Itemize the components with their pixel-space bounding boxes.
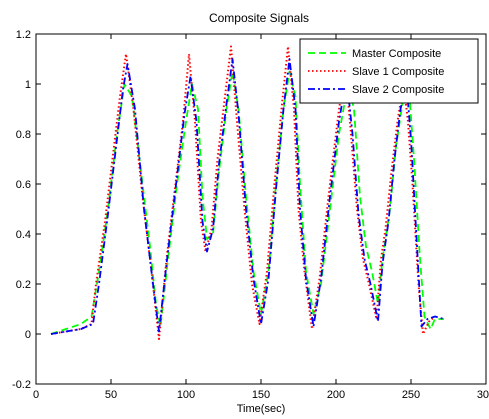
series-line-2 (50, 45, 436, 340)
x-tick-label: 0 (33, 389, 39, 401)
y-tick-label: 1 (25, 79, 31, 91)
y-tick-label: -0.2 (12, 379, 31, 391)
x-tick-label: 150 (252, 389, 270, 401)
y-tick-label: 0.4 (16, 229, 31, 241)
y-axis-ticks: -0.2 0 0.2 0.4 0.6 0.8 1 1.2 (12, 29, 486, 391)
x-tick-label: 50 (105, 389, 117, 401)
legend: Master Composite Slave 1 Composite Slave 2… (299, 38, 479, 104)
legend-label: Slave 1 Composite (352, 66, 444, 78)
y-tick-label: 0.6 (16, 179, 31, 191)
x-axis-ticks: 0 50 100 150 200 250 300 (33, 34, 489, 401)
x-tick-label: 250 (402, 389, 420, 401)
x-tick-label: 100 (177, 389, 195, 401)
y-tick-label: 0.2 (16, 279, 31, 291)
y-tick-label: 0.8 (16, 129, 31, 141)
x-tick-label: 300 (477, 389, 489, 401)
plot-area (50, 45, 445, 340)
legend-label: Master Composite (352, 48, 441, 60)
x-tick-label: 200 (327, 389, 345, 401)
chart-title: Composite Signals (209, 11, 309, 25)
x-axis-label: Time(sec) (237, 403, 285, 415)
y-tick-label: 0 (25, 329, 31, 341)
series-line-3 (50, 58, 445, 335)
y-tick-label: 1.2 (16, 29, 31, 41)
legend-box (299, 38, 479, 104)
legend-label: Slave 2 Composite (352, 84, 444, 96)
